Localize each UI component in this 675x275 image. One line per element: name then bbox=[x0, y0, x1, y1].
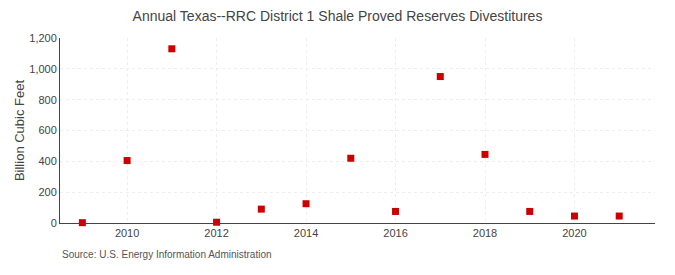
svg-text:2018: 2018 bbox=[473, 227, 497, 239]
svg-text:2012: 2012 bbox=[204, 227, 228, 239]
svg-text:Billion Cubic Feet: Billion Cubic Feet bbox=[12, 80, 27, 182]
svg-text:600: 600 bbox=[38, 124, 56, 136]
svg-text:0: 0 bbox=[51, 217, 57, 229]
svg-text:2016: 2016 bbox=[383, 227, 407, 239]
svg-text:1,000: 1,000 bbox=[29, 63, 57, 75]
svg-text:Annual Texas--RRC District 1 S: Annual Texas--RRC District 1 Shale Prove… bbox=[133, 8, 543, 24]
svg-text:400: 400 bbox=[38, 155, 56, 167]
svg-text:2010: 2010 bbox=[115, 227, 139, 239]
svg-text:2020: 2020 bbox=[562, 227, 586, 239]
svg-text:200: 200 bbox=[38, 186, 56, 198]
svg-text:1,200: 1,200 bbox=[29, 32, 57, 44]
svg-text:800: 800 bbox=[38, 94, 56, 106]
svg-text:2014: 2014 bbox=[294, 227, 318, 239]
svg-text:Source: U.S. Energy Informatio: Source: U.S. Energy Information Administ… bbox=[62, 249, 272, 260]
